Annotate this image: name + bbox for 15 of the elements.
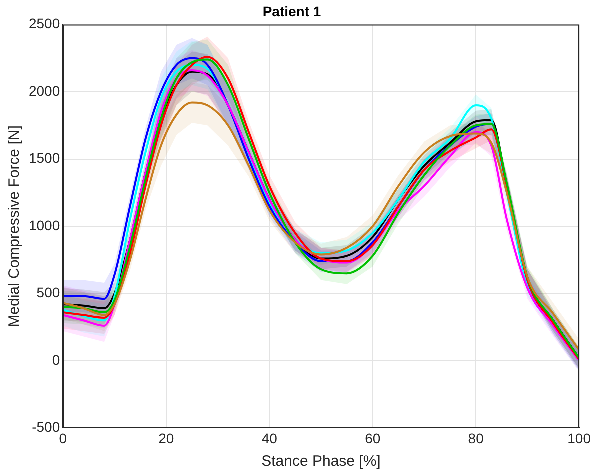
x-tick-label: 60 bbox=[365, 430, 381, 446]
chart-title: Patient 1 bbox=[262, 3, 322, 20]
y-tick-label: 500 bbox=[36, 284, 60, 301]
y-tick-label: 2000 bbox=[28, 82, 60, 99]
x-tick-label: 20 bbox=[158, 430, 174, 446]
y-tick-label: -500 bbox=[32, 419, 60, 436]
y-tick-label: 0 bbox=[52, 352, 60, 368]
x-tick-label: 80 bbox=[468, 430, 484, 446]
y-tick-label: 1000 bbox=[28, 217, 60, 234]
y-tick-label: 1500 bbox=[28, 150, 60, 166]
x-axis-title: Stance Phase [%] bbox=[262, 453, 381, 470]
y-tick-label: 2500 bbox=[28, 16, 60, 32]
x-tick-label: 100 bbox=[568, 430, 592, 446]
x-tick-label: 40 bbox=[262, 430, 278, 446]
y-axis-title: Medial Compressive Force [N] bbox=[6, 126, 24, 328]
